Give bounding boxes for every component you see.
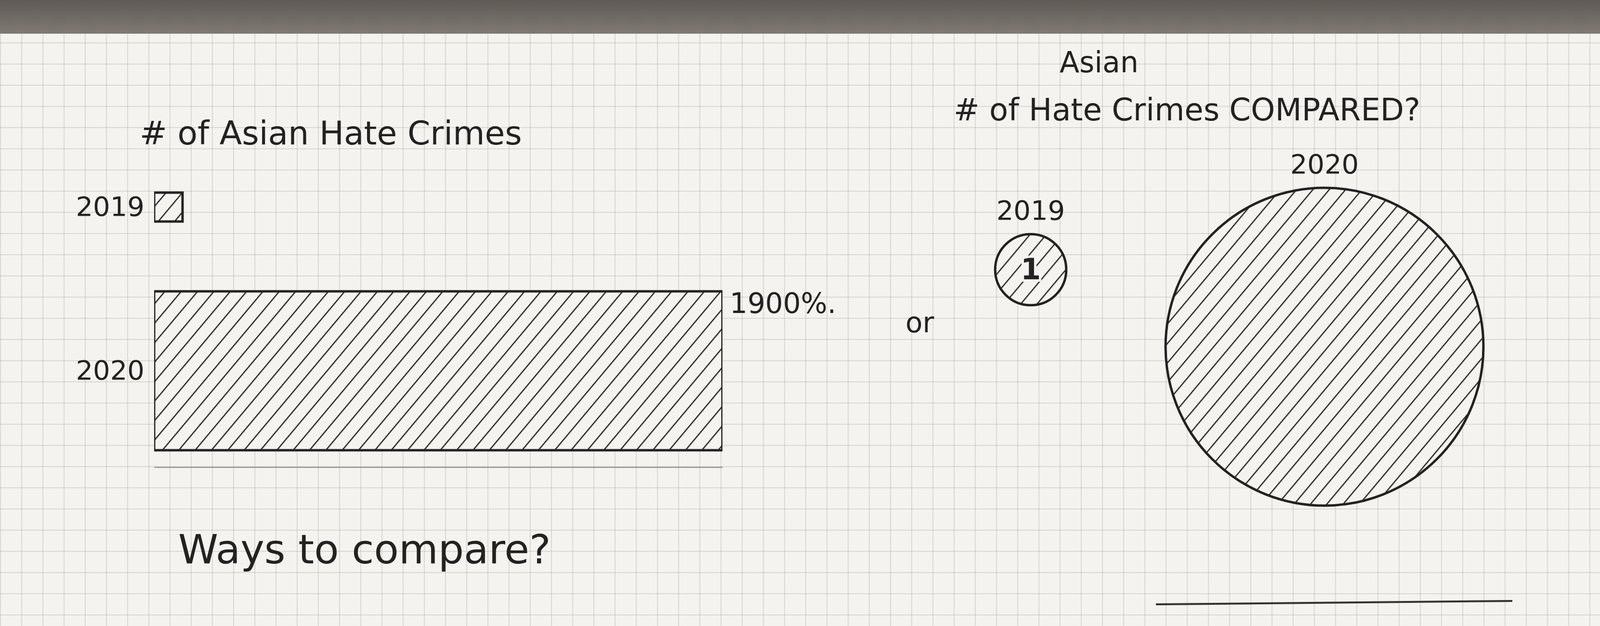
table-edge	[0, 0, 1600, 34]
tick: 2019	[75, 190, 149, 223]
x-axis	[154, 467, 723, 468]
chart-subtitle: Asian	[1059, 45, 1139, 79]
chart-title: # of Asian Hate Crimes	[139, 114, 523, 153]
pen-line	[1155, 601, 1513, 605]
axis-line	[154, 467, 723, 469]
chart-title: # of Hate Crimes COMPARED?	[953, 91, 1421, 128]
bars	[154, 192, 723, 451]
bar	[154, 291, 723, 451]
annotation: or	[905, 306, 934, 340]
data-label: 1	[1020, 252, 1041, 287]
canvas: # of Asian Hate Crimes 2019 2020 1900%. Ways…	[0, 0, 1600, 626]
bubbles	[995, 187, 1484, 506]
bubble-chart: Asian # of Hate Crimes COMPARED? 2019 2020 1	[953, 45, 1484, 506]
bubble	[1165, 187, 1484, 506]
bar-chart: # of Asian Hate Crimes 2019 2020 1900%. Ways…	[75, 114, 934, 574]
bubble	[995, 234, 1067, 306]
tick-label: 2019	[75, 190, 145, 223]
tick: 2020	[75, 354, 149, 386]
annotation: Ways to compare?	[178, 525, 551, 574]
annotation: 1900%.	[729, 287, 837, 320]
tick-label: 2020	[75, 354, 145, 386]
category-label: 2020	[1290, 148, 1360, 180]
y-axis: 2019 2020	[75, 190, 149, 386]
bar	[154, 192, 183, 222]
category-label: 2019	[996, 194, 1066, 226]
